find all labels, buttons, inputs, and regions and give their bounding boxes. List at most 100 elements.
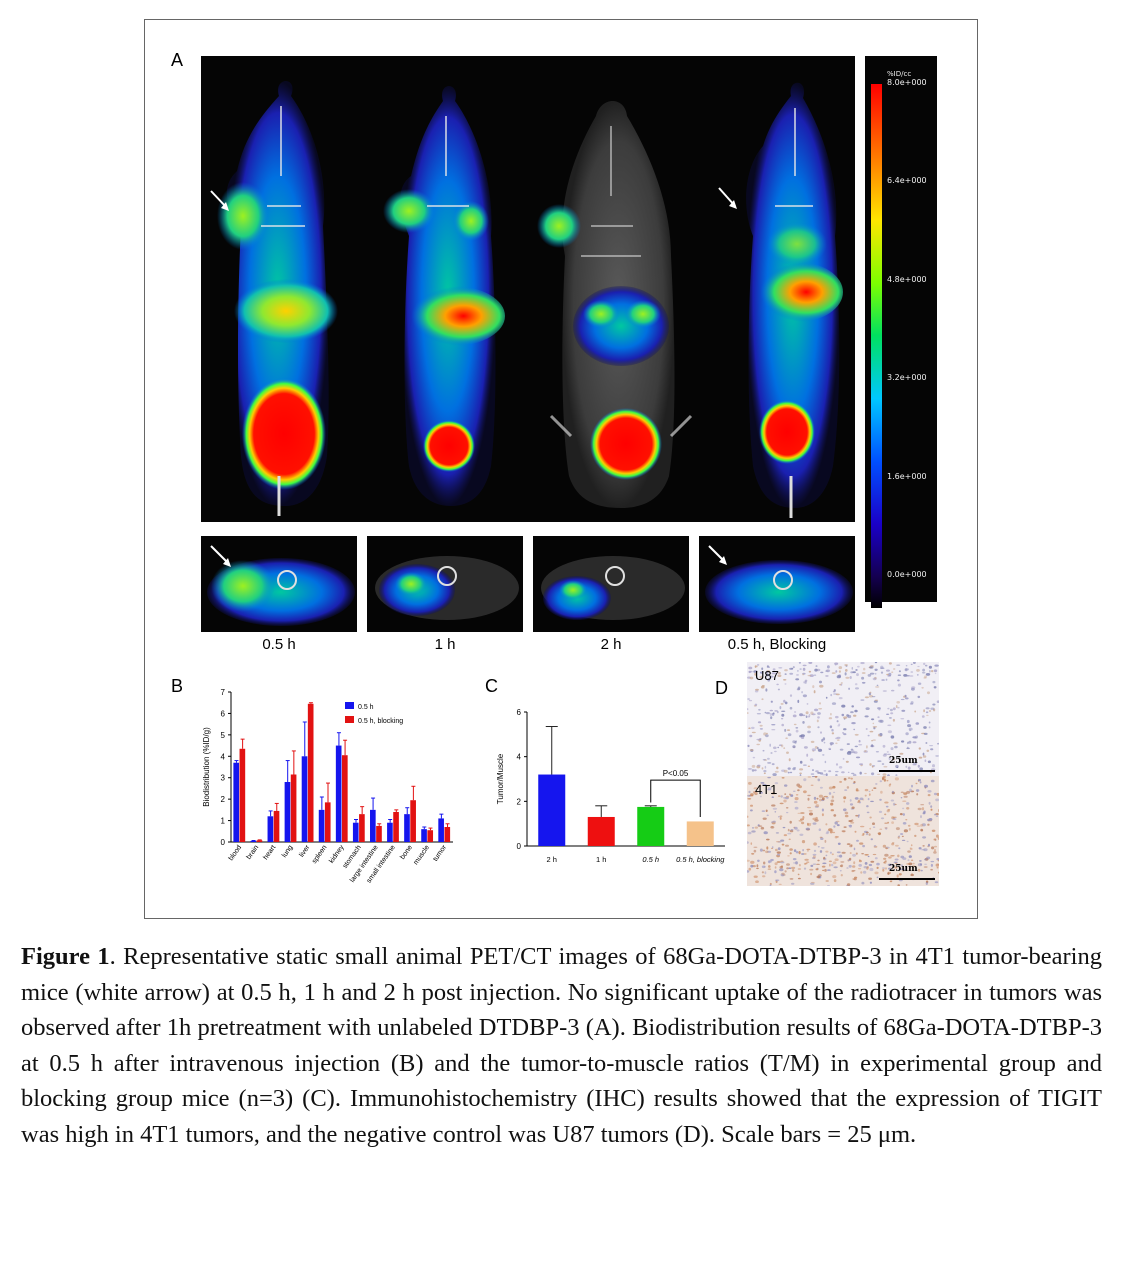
tissue-nucleus bbox=[917, 764, 920, 768]
tissue-nucleus bbox=[784, 683, 787, 685]
tissue-nucleus bbox=[938, 871, 939, 874]
tissue-nucleus bbox=[933, 686, 937, 689]
tissue-nucleus bbox=[857, 868, 862, 870]
tissue-nucleus bbox=[799, 768, 804, 771]
bar bbox=[444, 827, 451, 842]
tissue-nucleus bbox=[789, 793, 791, 796]
tissue-nucleus bbox=[885, 805, 889, 808]
tissue-nucleus bbox=[803, 867, 807, 870]
tissue-nucleus bbox=[882, 776, 886, 778]
tissue-nucleus bbox=[823, 770, 827, 772]
tissue-nucleus bbox=[888, 717, 892, 719]
tissue-nucleus bbox=[877, 773, 881, 776]
tissue-nucleus bbox=[759, 728, 763, 730]
tissue-nucleus bbox=[839, 683, 842, 686]
tissue-nucleus bbox=[899, 813, 903, 816]
biodistribution-chart: 0 1 2 3 4 5 6 7 Biodistribution (%ID/g) blood brai… bbox=[202, 688, 453, 884]
tissue-nucleus bbox=[925, 882, 928, 885]
tissue-nucleus bbox=[761, 767, 764, 770]
tissue-nucleus bbox=[898, 847, 901, 850]
tissue-nucleus bbox=[830, 799, 835, 803]
tissue-nucleus bbox=[829, 725, 833, 729]
tissue-nucleus bbox=[834, 662, 839, 665]
tissue-nucleus bbox=[754, 672, 757, 676]
tissue-nucleus bbox=[807, 794, 811, 797]
tissue-nucleus bbox=[765, 809, 768, 813]
y-tick-label: 3 bbox=[221, 774, 226, 783]
tissue-nucleus bbox=[923, 677, 927, 679]
tissue-nucleus bbox=[851, 722, 856, 725]
tissue-nucleus bbox=[753, 670, 758, 673]
tissue-nucleus bbox=[795, 678, 800, 681]
tissue-nucleus bbox=[838, 766, 843, 769]
tissue-nucleus bbox=[928, 726, 931, 729]
tissue-nucleus bbox=[780, 718, 784, 720]
tissue-nucleus bbox=[867, 797, 870, 801]
tissue-nucleus bbox=[819, 684, 824, 688]
tissue-nucleus bbox=[748, 666, 753, 670]
tissue-nucleus bbox=[787, 828, 790, 832]
tissue-nucleus bbox=[779, 802, 784, 805]
tissue-nucleus bbox=[901, 740, 905, 743]
colorbar-tick: 0.0e+000 bbox=[887, 570, 927, 579]
tissue-nucleus bbox=[868, 793, 871, 796]
tissue-nucleus bbox=[835, 763, 839, 766]
tissue-nucleus bbox=[907, 766, 911, 770]
tissue-nucleus bbox=[841, 713, 845, 717]
tissue-nucleus bbox=[747, 708, 749, 711]
axial-slice-0-5h bbox=[201, 536, 357, 632]
tissue-nucleus bbox=[774, 750, 777, 753]
tissue-nucleus bbox=[754, 703, 758, 706]
tissue-nucleus bbox=[765, 850, 769, 854]
tissue-nucleus bbox=[792, 858, 797, 861]
tissue-nucleus bbox=[887, 753, 891, 755]
tissue-nucleus bbox=[869, 827, 872, 830]
tissue-nucleus bbox=[835, 774, 838, 776]
tissue-nucleus bbox=[764, 831, 767, 834]
tissue-nucleus bbox=[927, 691, 930, 695]
tissue-nucleus bbox=[883, 753, 888, 755]
tissue-nucleus bbox=[835, 770, 839, 773]
tissue-nucleus bbox=[845, 676, 850, 679]
bar bbox=[387, 822, 393, 842]
tissue-nucleus bbox=[933, 669, 938, 673]
tissue-nucleus bbox=[748, 727, 751, 729]
tissue-nucleus bbox=[918, 747, 921, 750]
tissue-nucleus bbox=[923, 709, 925, 713]
tissue-nucleus bbox=[936, 792, 939, 796]
tissue-nucleus bbox=[783, 799, 787, 803]
tissue-nucleus bbox=[913, 662, 916, 664]
tissue-nucleus bbox=[874, 857, 878, 860]
tissue-nucleus bbox=[747, 798, 752, 800]
tissue-nucleus bbox=[780, 744, 784, 748]
tissue-nucleus bbox=[846, 883, 851, 886]
bar bbox=[233, 762, 240, 842]
tissue-nucleus bbox=[894, 777, 899, 781]
tissue-nucleus bbox=[843, 826, 847, 828]
tissue-nucleus bbox=[797, 868, 802, 870]
tissue-nucleus bbox=[870, 800, 874, 803]
tissue-nucleus bbox=[815, 665, 818, 667]
tissue-nucleus bbox=[924, 675, 927, 678]
tissue-nucleus bbox=[935, 863, 939, 867]
tissue-nucleus bbox=[784, 669, 788, 672]
tissue-nucleus bbox=[786, 811, 789, 814]
tissue-nucleus bbox=[810, 711, 814, 715]
tissue-nucleus bbox=[760, 782, 765, 784]
tissue-nucleus bbox=[779, 868, 784, 872]
tissue-nucleus bbox=[751, 764, 756, 768]
colorbar-unit: %ID/cc bbox=[887, 70, 912, 78]
tissue-nucleus bbox=[771, 792, 776, 795]
tissue-nucleus bbox=[917, 695, 921, 699]
tissue-nucleus bbox=[933, 851, 937, 854]
tissue-nucleus bbox=[817, 778, 821, 782]
tissue-nucleus bbox=[775, 879, 780, 882]
tissue-nucleus bbox=[871, 744, 874, 748]
tissue-nucleus bbox=[864, 750, 867, 752]
tissue-nucleus bbox=[750, 864, 754, 868]
tissue-nucleus bbox=[864, 862, 868, 865]
tissue-nucleus bbox=[784, 728, 787, 732]
tissue-nucleus bbox=[844, 672, 847, 676]
tissue-nucleus bbox=[776, 683, 779, 686]
tissue-nucleus bbox=[827, 665, 830, 669]
